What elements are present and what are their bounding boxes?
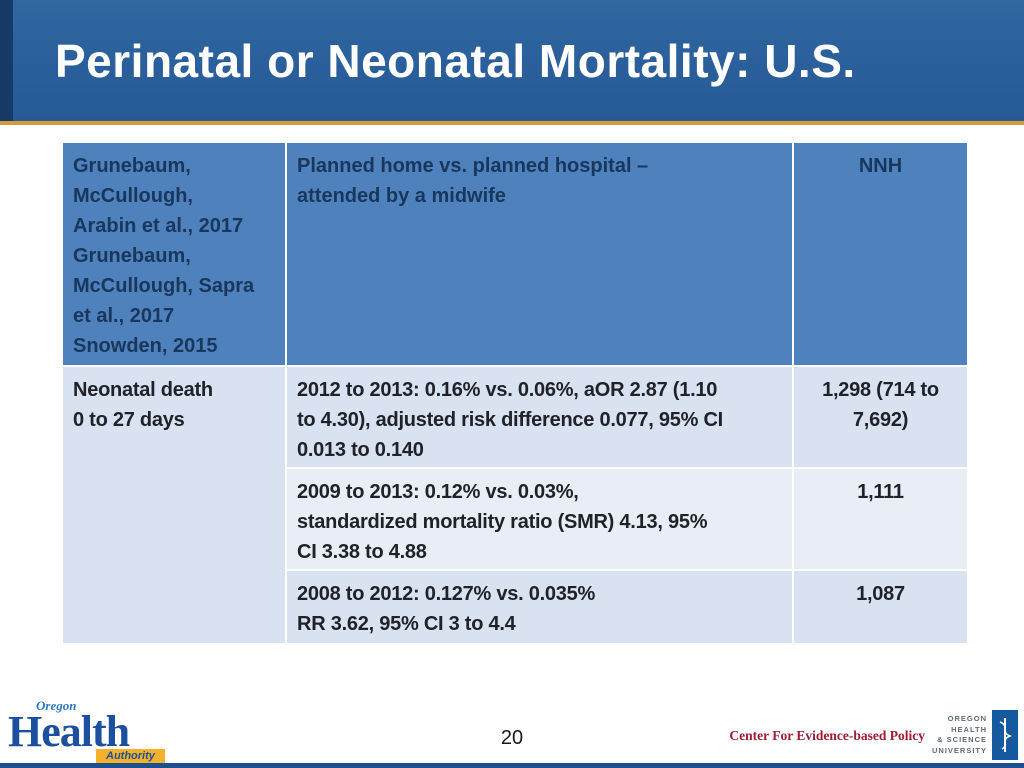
gold-accent-rule bbox=[0, 121, 1024, 125]
bottom-rule bbox=[0, 763, 1024, 768]
ohsu-logo-line2: HEALTH bbox=[951, 724, 987, 734]
oha-logo-health: Health bbox=[8, 707, 130, 756]
table-header-studies: Grunebaum, McCullough, Arabin et al., 20… bbox=[63, 143, 285, 365]
result-cell-row3: 2008 to 2012: 0.127% vs. 0.035% RR 3.62,… bbox=[287, 571, 792, 643]
oha-logo: Oregon Health Authority bbox=[8, 698, 203, 764]
ohsu-logo-line4: UNIVERSITY bbox=[931, 745, 987, 755]
oha-logo-oregon: Oregon bbox=[36, 698, 77, 713]
oha-logo-authority: Authority bbox=[96, 749, 165, 763]
page-number: 20 bbox=[500, 727, 524, 749]
ohsu-logo-text: OREGON HEALTH & SCIENCE UNIVERSITY bbox=[932, 714, 987, 756]
caduceus-icon bbox=[992, 710, 1018, 760]
title-band-left-strip bbox=[0, 0, 13, 121]
table-header-comparison: Planned home vs. planned hospital – atte… bbox=[287, 143, 792, 365]
nnh-cell-row1: 1,298 (714 to 7,692) bbox=[794, 367, 967, 467]
page-title: Perinatal or Neonatal Mortality: U.S. bbox=[55, 34, 856, 87]
result-cell-row2: 2009 to 2013: 0.12% vs. 0.03%, standardi… bbox=[287, 469, 792, 569]
nnh-cell-row3: 1,087 bbox=[794, 571, 967, 643]
outcome-label-cell: Neonatal death 0 to 27 days bbox=[63, 367, 285, 643]
results-table: Grunebaum, McCullough, Arabin et al., 20… bbox=[63, 143, 967, 643]
ohsu-logo: OREGON HEALTH & SCIENCE UNIVERSITY bbox=[932, 710, 1018, 760]
ohsu-logo-line3: & SCIENCE bbox=[937, 735, 987, 744]
result-cell-row1: 2012 to 2013: 0.16% vs. 0.06%, aOR 2.87 … bbox=[287, 367, 792, 467]
nnh-cell-row2: 1,111 bbox=[794, 469, 967, 569]
title-band bbox=[0, 0, 1024, 121]
ohsu-logo-line1: OREGON bbox=[947, 714, 987, 723]
footer-brand-text: Center For Evidence-based Policy bbox=[729, 728, 925, 743]
table-header-nnh: NNH bbox=[794, 143, 967, 365]
